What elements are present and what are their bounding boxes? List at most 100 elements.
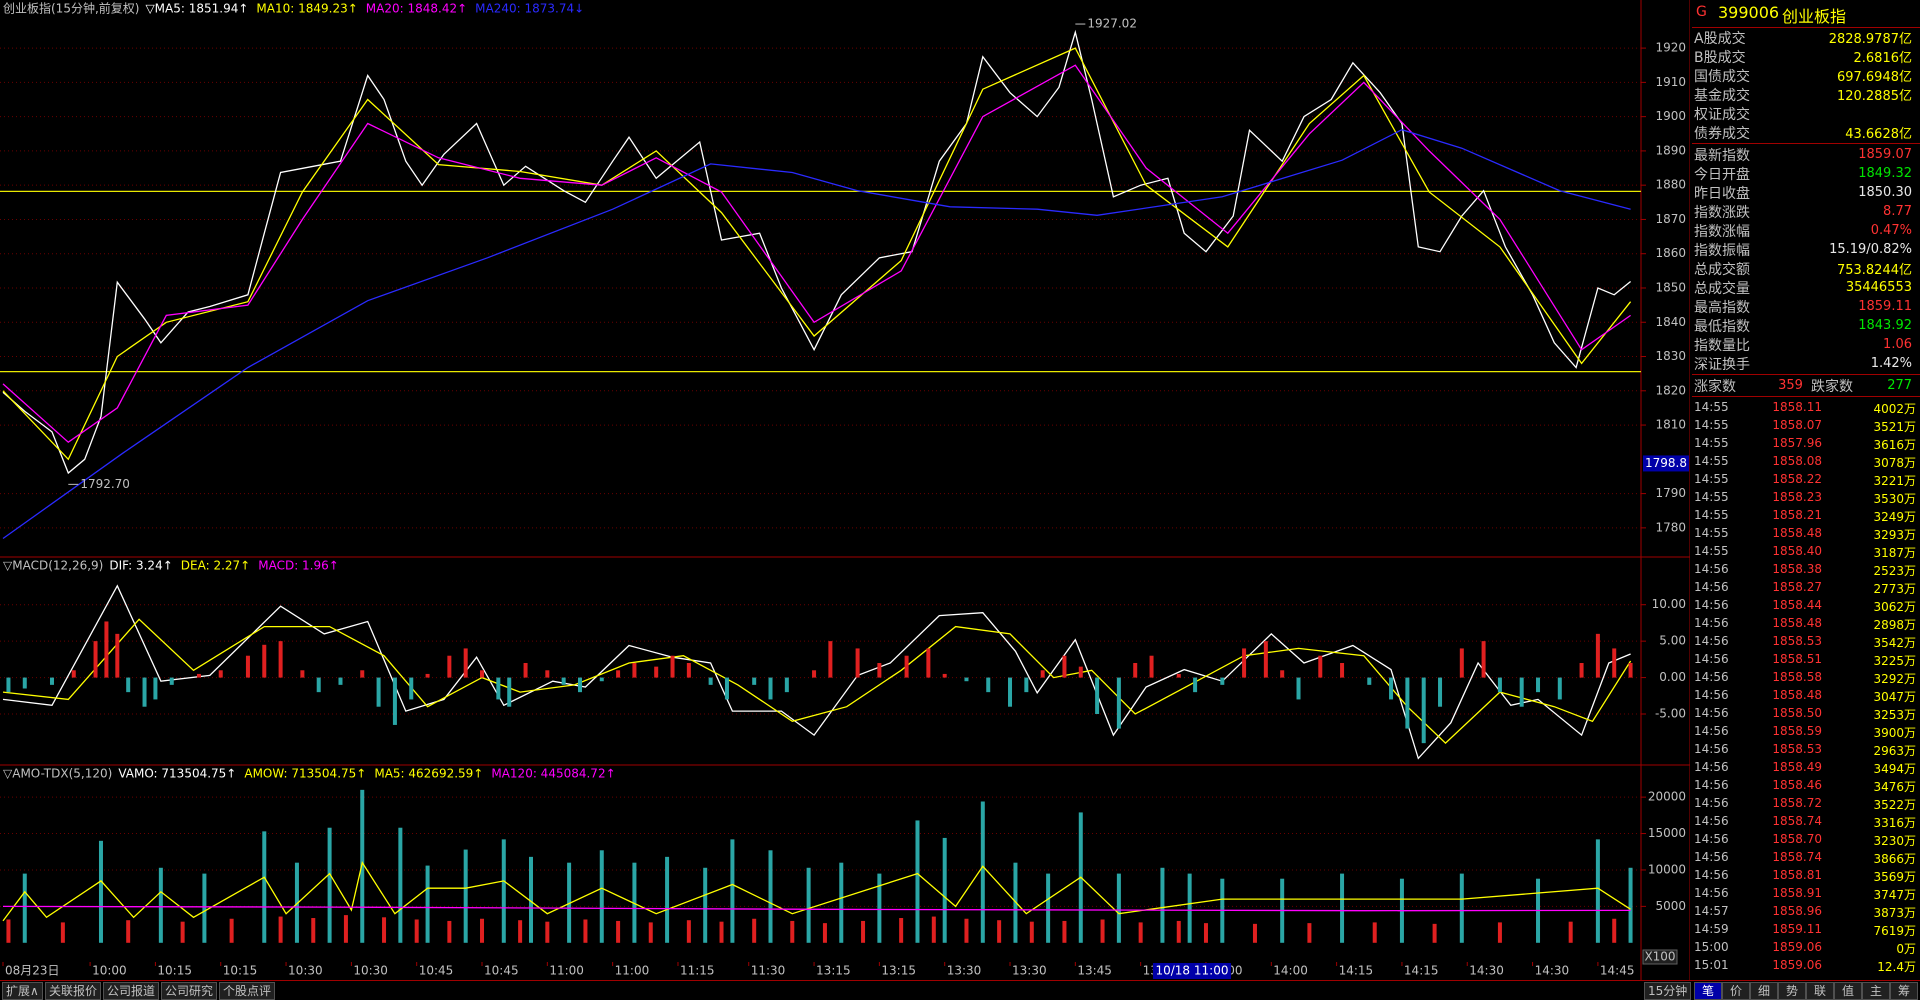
panel-tab[interactable]: 价 [1722,982,1750,1000]
row-label: 指数量比 [1694,337,1750,354]
trade-volume: 3047万 [1873,690,1916,704]
bar [126,920,131,943]
trade-price: 1858.72 [1772,796,1822,810]
bar [1497,922,1502,943]
panel-tab[interactable]: 细 [1750,982,1778,1000]
trade-volume: 3873万 [1873,906,1916,920]
legend-entry: MA240: 1873.74↓ [475,2,584,16]
bar [1628,867,1633,943]
x-tick-label: 10:00 [92,964,127,978]
chart-area: 1780 1790 1810 1820 1830 1840 1850 1860 1870 1880… [0,0,1690,980]
row-label: 权证成交 [1694,106,1750,123]
series-line [2,905,1631,912]
panel-tab[interactable]: 势 [1778,982,1806,1000]
trade-price: 1858.96 [1772,904,1822,918]
trade-row: 14:56 1858.50 3253万 [1692,704,1920,722]
bar [1138,922,1143,943]
y-tick-label: 5000 [1655,899,1686,913]
x-tick-label: 08月23日 [5,964,60,978]
bar [529,856,534,943]
bar [822,923,827,943]
trade-time: 14:55 [1694,400,1729,414]
bar [93,641,98,678]
bar [158,867,163,943]
bar [169,677,174,685]
bar [1024,677,1029,693]
trade-volume: 3522万 [1873,798,1916,812]
bar [1372,922,1377,943]
legend-entry: DIF: 3.24↑ [109,559,172,573]
bar [22,873,27,943]
trade-time: 14:56 [1694,562,1729,576]
bar [1438,677,1443,707]
panel-tab[interactable]: 值 [1834,982,1862,1000]
panel-tab[interactable]: 主 [1862,982,1890,1000]
x-tick-label: 13:30 [1012,964,1047,978]
bar [1628,663,1633,678]
bar [752,918,757,943]
trade-price: 1858.22 [1772,472,1822,486]
index-row: 最高指数 1859.11 [1692,297,1916,316]
trade-price: 1858.07 [1772,418,1822,432]
bar [1296,677,1301,700]
bar [648,922,653,943]
panel-tab[interactable]: 联 [1806,982,1834,1000]
bottom-tab[interactable]: 扩展∧ [2,982,43,1000]
bottom-tab[interactable]: 个股点评 [219,982,276,1000]
pane-title: ▽AMO-TDX(5,120) [3,767,112,781]
bar [115,633,120,678]
bar [964,918,969,943]
trade-time: 14:56 [1694,670,1729,684]
bar [142,677,147,707]
panel-tab[interactable]: 笔 [1694,982,1722,1000]
trade-row: 14:59 1859.11 7619万 [1692,920,1920,938]
row-label: 深证换手 [1694,356,1750,373]
bar [768,850,773,943]
panel-tab[interactable]: 筹 [1890,982,1918,1000]
rise-label: 涨家数 [1694,378,1736,395]
bar [1263,641,1268,678]
trade-time: 14:55 [1694,436,1729,450]
bar [463,849,468,943]
trade-row: 14:56 1858.91 3747万 [1692,884,1920,902]
trade-row: 14:56 1858.74 3866万 [1692,848,1920,866]
y-tick-label: 1920 [1655,41,1686,55]
turnover-row: 基金成交 120.2885亿 [1692,85,1916,105]
legend-entry: AMOW: 713504.75↑ [244,767,366,781]
bar [338,677,343,685]
unit-box [1642,949,1678,965]
bar [567,862,572,943]
bottom-tab[interactable]: 公司报道 [103,982,160,1000]
trade-row: 14:56 1858.70 3230万 [1692,830,1920,848]
trade-price: 1859.06 [1772,940,1822,954]
trade-row: 14:56 1858.53 2963万 [1692,740,1920,758]
trade-time: 14:56 [1694,688,1729,702]
legend-entry: MA10: 1849.23↑ [256,2,357,16]
bar [409,677,414,700]
x-tick-label: 11:00 [615,964,650,978]
row-label: 债券成交 [1694,125,1750,142]
separator [1692,27,1920,28]
trade-price: 1857.96 [1772,436,1822,450]
separator [1692,143,1920,144]
row-value: 1.42% [1870,356,1912,371]
row-label: 最高指数 [1694,299,1750,316]
trade-volume: 3616万 [1873,438,1916,452]
trade-row: 14:56 1858.74 3316万 [1692,812,1920,830]
bar [599,850,604,943]
bottom-tab[interactable]: 公司研究 [161,982,218,1000]
period-tab[interactable]: 15分钟 [1644,982,1692,1000]
trade-volume: 3221万 [1873,474,1916,488]
x-tick-label: 14:00 [1273,964,1308,978]
x-tick-label: 13:30 [947,964,982,978]
row-value: 1843.92 [1858,318,1912,333]
series-line [2,29,1632,475]
trade-row: 14:55 1858.23 3530万 [1692,488,1920,506]
bar [1568,921,1573,943]
bar [877,873,882,943]
x-tick-label: 10:45 [484,964,519,978]
bar [425,865,430,943]
bar [1149,655,1154,678]
series-line [2,584,1631,760]
bottom-tab[interactable]: 关联报价 [45,982,102,1000]
